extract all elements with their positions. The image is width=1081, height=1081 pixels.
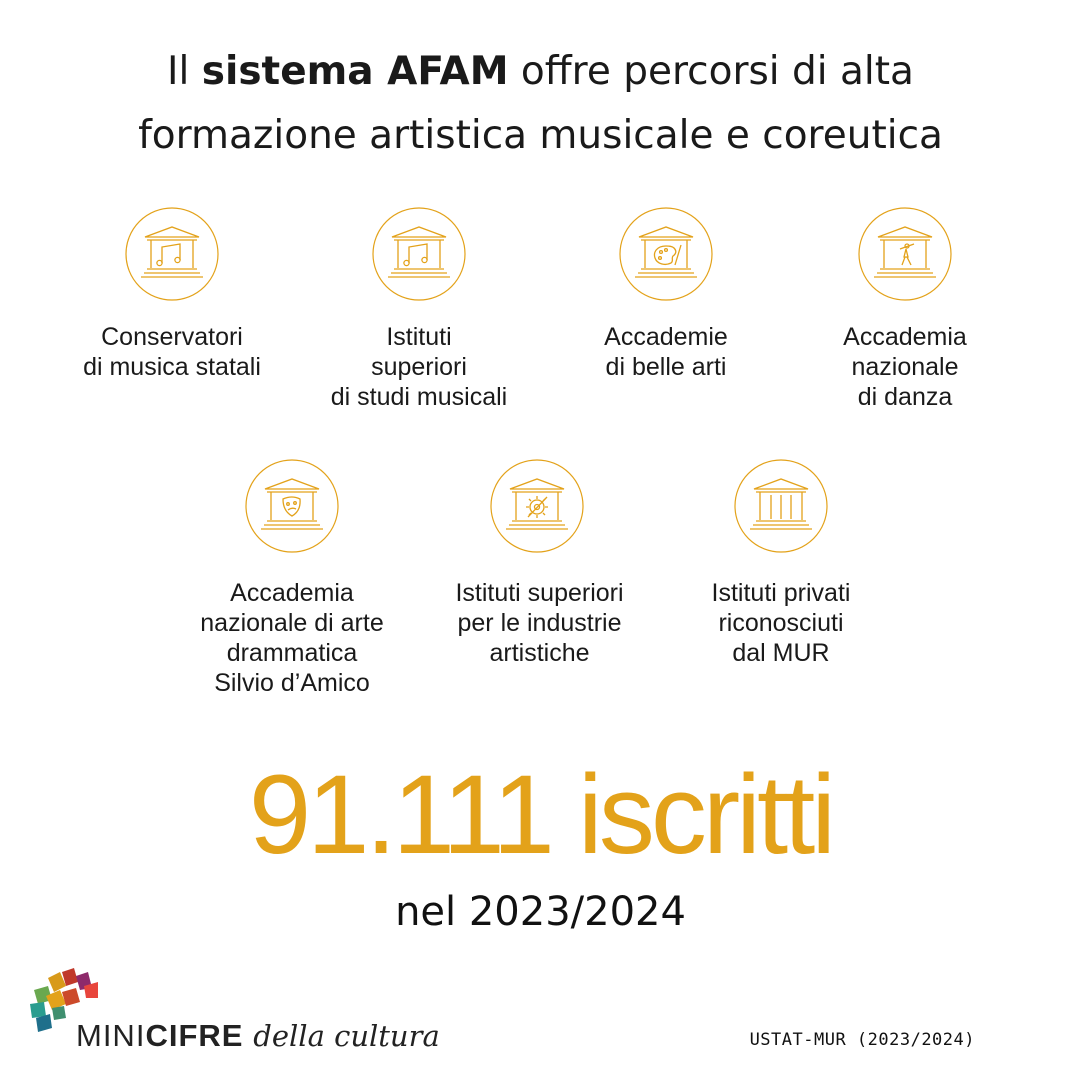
brand-wordmark: MINICIFRE della cultura [76, 1018, 440, 1053]
institution-label-belle-arti: Accademie di belle arti [604, 323, 728, 381]
minicifre-logo-icon [26, 968, 126, 1052]
academic-year: nel 2023/2024 [395, 889, 686, 935]
building-theatre-masks-icon [245, 459, 339, 553]
title-line-2: formazione artistica musicale e coreutic… [138, 113, 943, 158]
building-music-notes-icon [372, 207, 466, 301]
institution-label-istituti-privati: Istituti privati riconosciuti dal MUR [711, 579, 851, 667]
building-palette-icon [619, 207, 713, 301]
building-gear-icon [490, 459, 584, 553]
institution-label-istituti-studi-musicali: Istituti superiori di studi musicali [330, 323, 508, 411]
building-dancer-icon [858, 207, 952, 301]
institution-label-conservatori: Conservatori di musica statali [83, 323, 261, 381]
source-note: USTAT-MUR (2023/2024) [749, 1030, 975, 1050]
institution-label-industrie-artistiche: Istituti superiori per le industrie arti… [455, 579, 624, 667]
building-columns-icon [734, 459, 828, 553]
building-music-notes-icon [125, 207, 219, 301]
enrolled-count: 91.111 iscritti [248, 752, 836, 877]
page-title: Il sistema AFAM offre percorsi di alta f… [40, 40, 1041, 168]
institution-label-arte-drammatica: Accademia nazionale di arte drammatica S… [200, 579, 384, 697]
institution-label-danza: Accademia nazionale di danza [843, 323, 967, 411]
title-line-1: Il sistema AFAM offre percorsi di alta [167, 49, 914, 94]
title-emphasis: sistema AFAM [201, 49, 509, 94]
